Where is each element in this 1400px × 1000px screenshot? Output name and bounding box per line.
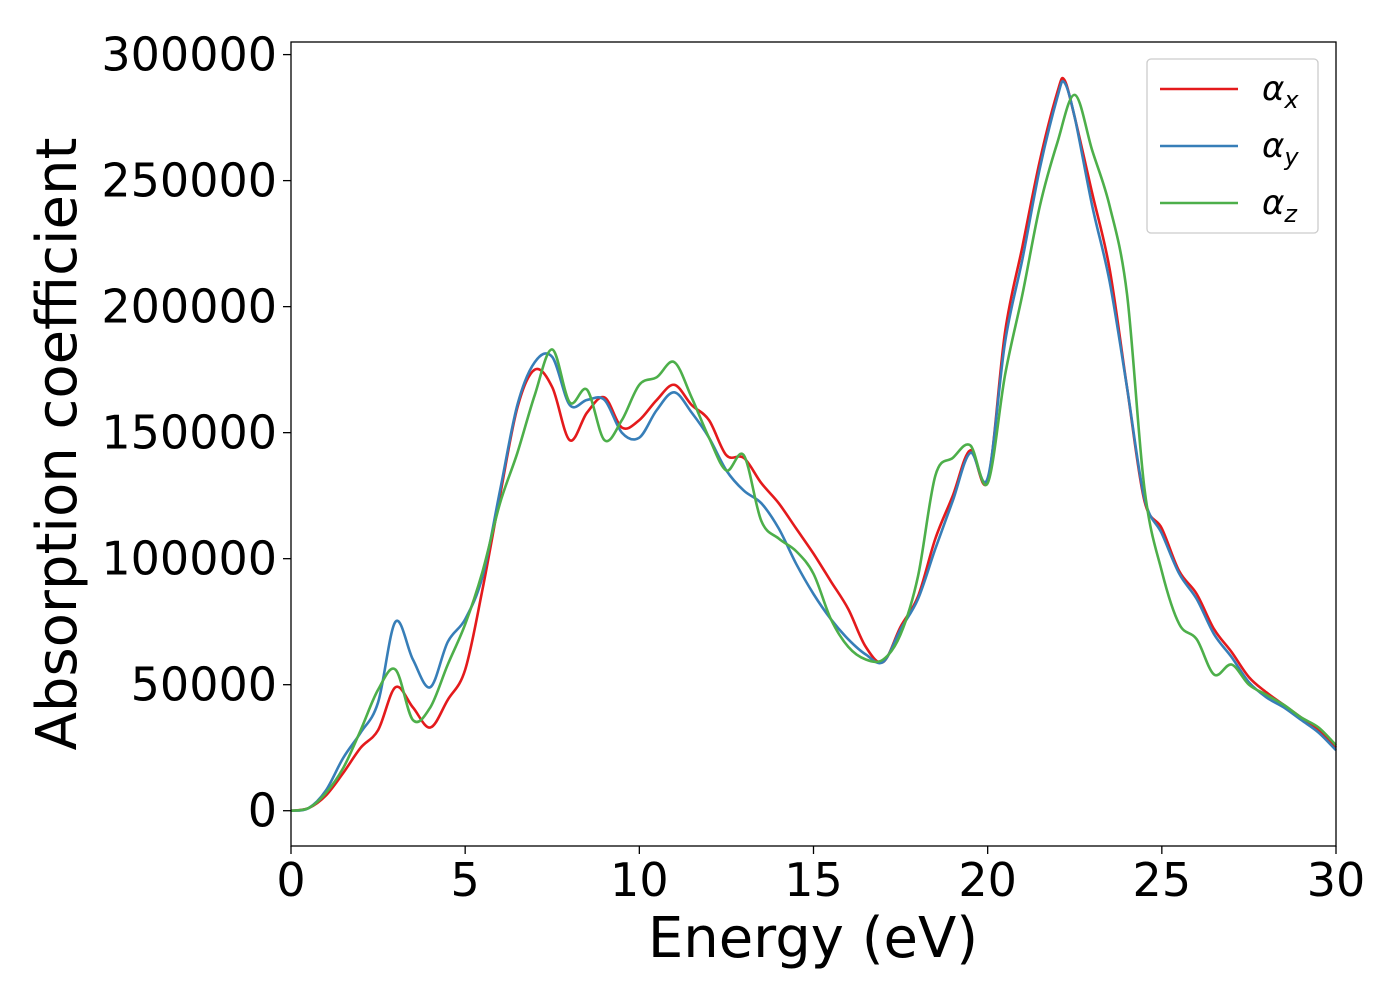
legend-label-x: αx xyxy=(1262,69,1299,114)
y-tick-label: 100000 xyxy=(101,532,277,586)
x-tick-label: 10 xyxy=(610,853,669,907)
y-tick-label: 150000 xyxy=(101,406,277,460)
x-tick-label: 20 xyxy=(958,853,1017,907)
y-axis-title: Absorption coefficient xyxy=(25,138,90,751)
legend-label-z: αz xyxy=(1262,183,1298,228)
legend: αx αy αz xyxy=(1146,58,1319,234)
y-tick-label: 250000 xyxy=(101,154,277,208)
series-line-z xyxy=(290,93,1337,812)
x-tick-label: 15 xyxy=(784,853,843,907)
y-tick-label: 50000 xyxy=(131,658,277,712)
y-tick-label: 300000 xyxy=(101,28,277,82)
legend-label-y: αy xyxy=(1262,126,1299,171)
x-tick-label: 5 xyxy=(451,853,480,907)
series-lines xyxy=(290,76,1337,812)
x-tick-label: 0 xyxy=(276,853,305,907)
y-tick-label: 200000 xyxy=(101,280,277,334)
x-axis-title: Energy (eV) xyxy=(648,906,978,971)
y-axis: 0 50000 100000 150000 200000 250000 300000 xyxy=(101,28,291,838)
x-axis: 0 5 10 15 20 25 30 xyxy=(276,846,1365,907)
y-tick-label: 0 xyxy=(248,784,277,838)
x-tick-label: 25 xyxy=(1133,853,1192,907)
x-tick-label: 30 xyxy=(1307,853,1366,907)
